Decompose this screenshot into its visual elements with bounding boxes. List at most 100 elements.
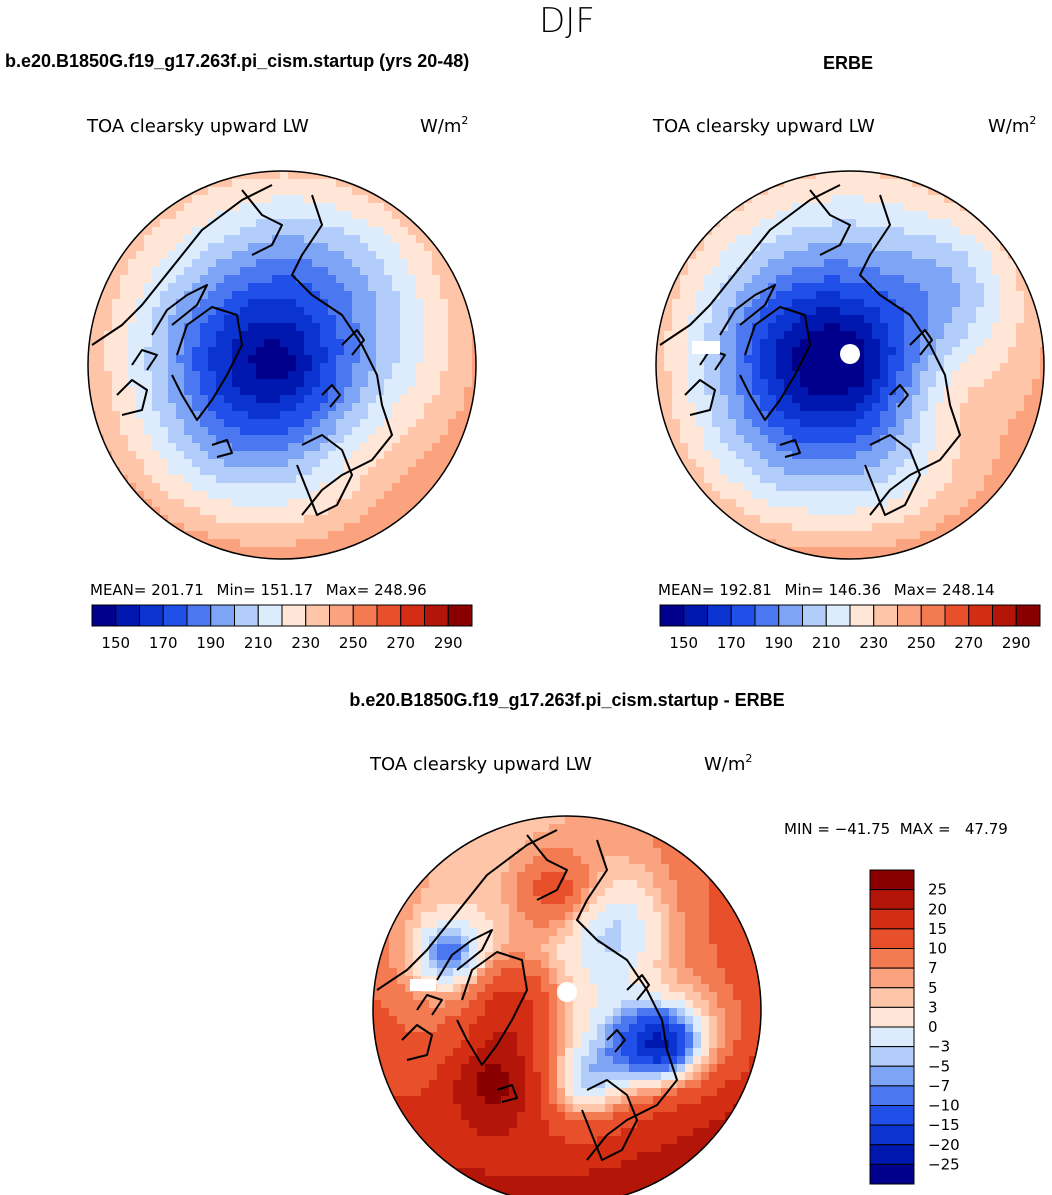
field-cell (136, 459, 145, 468)
field-cell (944, 315, 953, 324)
field-cell (176, 395, 185, 404)
field-cell (416, 467, 425, 476)
coastline (241, 189, 283, 256)
colorbar-swatch (659, 604, 685, 627)
field-cell (408, 411, 417, 420)
field-cell (280, 427, 289, 436)
field-cell (336, 491, 345, 500)
field-cell (328, 219, 337, 228)
field-cell (992, 283, 1001, 292)
field-cell (1008, 299, 1017, 308)
field-cell (240, 523, 249, 532)
field-cell (392, 195, 401, 204)
field-cell (760, 251, 769, 260)
field-cell (352, 339, 361, 348)
field-cell (240, 475, 249, 484)
field-cell (437, 904, 446, 913)
field-cell (840, 331, 849, 340)
field-cell (288, 251, 297, 260)
field-cell (880, 227, 889, 236)
field-cell (589, 848, 598, 857)
field-cell (264, 547, 273, 556)
field-cell (144, 379, 153, 388)
colorbar-tick-label: 230 (859, 634, 888, 652)
field-cell (232, 291, 241, 300)
field-cell (432, 371, 441, 380)
field-cell (1000, 331, 1009, 340)
field-cell (680, 451, 689, 460)
field-cell (232, 243, 241, 252)
field-cell (328, 299, 337, 308)
field-cell (176, 507, 185, 516)
field-cell (672, 291, 681, 300)
field-cell (549, 816, 558, 825)
field-cell (888, 467, 897, 476)
field-cell (920, 227, 929, 236)
field-cell (928, 387, 937, 396)
field-cell (709, 928, 718, 937)
field-cell (712, 275, 721, 284)
field-cell (368, 355, 377, 364)
field-cell (720, 235, 729, 244)
field-cell (160, 403, 169, 412)
field-cell (400, 283, 409, 292)
field-cell (384, 347, 393, 356)
field-cell (208, 371, 217, 380)
field-cell (896, 195, 905, 204)
field-cell (776, 283, 785, 292)
field-cell (1032, 315, 1041, 324)
field-cell (304, 187, 313, 196)
field-cell (360, 427, 369, 436)
field-cell (256, 251, 265, 260)
field-cell (312, 435, 321, 444)
field-cell (880, 331, 889, 340)
field-cell (976, 219, 985, 228)
field-cell (888, 523, 897, 532)
field-cell (864, 435, 873, 444)
field-cell (288, 267, 297, 276)
field-cell (368, 235, 377, 244)
field-cell (992, 339, 1001, 348)
field-cell (760, 419, 769, 428)
field-cell (920, 475, 929, 484)
field-cell (589, 920, 598, 929)
field-cell (112, 331, 121, 340)
field-cell (320, 203, 329, 212)
field-cell (637, 952, 646, 961)
field-cell (280, 555, 289, 559)
field-cell (848, 459, 857, 468)
field-cell (280, 403, 289, 412)
field-cell (208, 355, 217, 364)
field-cell (200, 291, 209, 300)
field-cell (808, 523, 817, 532)
field-cell (808, 547, 817, 556)
field-cell (216, 243, 225, 252)
field-cell (944, 451, 953, 460)
field-cell (328, 331, 337, 340)
field-cell (136, 291, 145, 300)
field-cell (493, 968, 502, 977)
field-cell (725, 992, 734, 1001)
field-cell (629, 936, 638, 945)
field-cell (392, 451, 401, 460)
field-cell (744, 363, 753, 372)
field-cell (408, 403, 417, 412)
field-cell (752, 507, 761, 516)
field-cell (376, 467, 385, 476)
field-cell (952, 267, 961, 276)
field-cell (160, 387, 169, 396)
field-cell (728, 299, 737, 308)
colorbar-tick-label: 270 (954, 634, 983, 652)
field-cell (693, 944, 702, 953)
field-cell (320, 531, 329, 540)
field-cell (456, 379, 465, 388)
field-cell (848, 475, 857, 484)
field-cell (832, 355, 841, 364)
field-cell (792, 483, 801, 492)
field-cell (541, 888, 550, 897)
field-cell (256, 339, 265, 348)
field-cell (248, 467, 257, 476)
field-cell (440, 371, 449, 380)
field-cell (848, 467, 857, 476)
field-cell (264, 331, 273, 340)
